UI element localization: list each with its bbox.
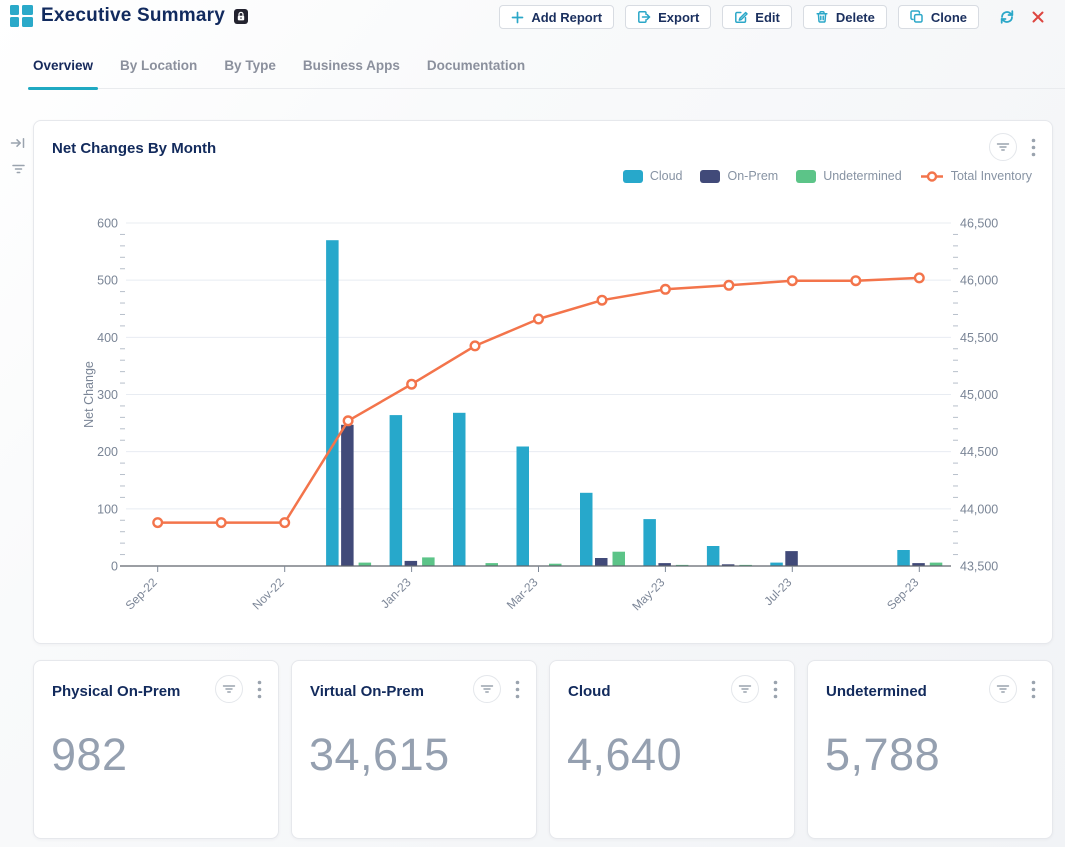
kpi-value: 5,788 (825, 729, 941, 780)
close-button[interactable] (1029, 8, 1047, 26)
kpi-card-physical-on-prem: Physical On-Prem 982 (33, 660, 279, 839)
kpi-menu-button[interactable] (513, 678, 522, 701)
svg-text:44,500: 44,500 (960, 445, 998, 459)
kpi-menu-button[interactable] (1029, 678, 1038, 701)
kpi-title: Cloud (568, 683, 611, 700)
tab-bar: Overview By Location By Type Business Ap… (27, 52, 1065, 90)
plus-icon (511, 11, 524, 23)
net-changes-chart[interactable]: 0 100 200 300 400 500 600 43,500 44,000 44,500 45,… (34, 191, 1052, 643)
kpi-menu-button[interactable] (255, 678, 264, 701)
refresh-icon (1000, 10, 1014, 24)
legend-item-on-prem[interactable]: On-Prem (700, 169, 778, 183)
cloud-swatch (622, 169, 643, 183)
svg-text:44,000: 44,000 (960, 502, 998, 516)
svg-text:400: 400 (97, 331, 118, 345)
legend-item-undetermined[interactable]: Undetermined (796, 169, 902, 183)
kpi-title: Virtual On-Prem (310, 683, 424, 700)
edit-button[interactable]: Edit (722, 5, 792, 29)
kpi-menu-button[interactable] (771, 678, 780, 701)
on-prem-swatch (700, 169, 721, 183)
svg-text:200: 200 (97, 445, 118, 459)
chart-filter-button[interactable] (989, 133, 1017, 161)
collapse-panel-icon[interactable] (10, 136, 26, 150)
legend-item-total-inventory[interactable]: Total Inventory (920, 169, 1032, 183)
svg-text:Sep-22: Sep-22 (123, 575, 160, 612)
svg-text:Nov-22: Nov-22 (250, 575, 287, 612)
tab-overview[interactable]: Overview (27, 52, 99, 90)
kpi-card-cloud: Cloud 4,640 (549, 660, 795, 839)
export-button[interactable]: Export (625, 5, 712, 29)
svg-text:46,500: 46,500 (960, 217, 998, 231)
svg-text:300: 300 (97, 388, 118, 402)
dashboard-grid-icon (10, 5, 33, 27)
edit-icon (735, 11, 749, 23)
tab-by-location[interactable]: By Location (120, 58, 198, 73)
kpi-filter-button[interactable] (731, 675, 759, 703)
svg-text:500: 500 (97, 274, 118, 288)
kpi-title: Undetermined (826, 683, 927, 700)
close-icon (1032, 11, 1044, 23)
kpi-filter-button[interactable] (215, 675, 243, 703)
export-icon (638, 11, 651, 23)
kebab-menu-icon (1031, 138, 1036, 156)
chart-title: Net Changes By Month (52, 140, 217, 157)
total-inventory-marker (920, 170, 944, 183)
delete-button[interactable]: Delete (802, 5, 887, 29)
clone-button[interactable]: Clone (897, 5, 979, 29)
app-header: Executive Summary Add Report Export Edit… (0, 0, 1065, 40)
svg-text:Jan-23: Jan-23 (378, 575, 414, 611)
kpi-value: 982 (51, 729, 128, 780)
clone-icon (910, 10, 923, 23)
trash-icon (816, 11, 828, 23)
svg-text:45,000: 45,000 (960, 388, 998, 402)
tab-by-type[interactable]: By Type (224, 58, 276, 73)
filter-lines-icon (996, 143, 1010, 151)
left-rail (7, 136, 29, 175)
chart-legend: Cloud On-Prem Undetermined Total Invento… (622, 169, 1032, 183)
undetermined-swatch (796, 169, 817, 183)
add-report-button[interactable]: Add Report (499, 5, 615, 29)
svg-text:Net Change: Net Change (82, 361, 96, 428)
chart-card: Net Changes By Month Cloud On-Prem Undet… (33, 120, 1053, 644)
kpi-filter-button[interactable] (473, 675, 501, 703)
svg-text:43,500: 43,500 (960, 560, 998, 574)
legend-item-cloud[interactable]: Cloud (622, 169, 682, 183)
kpi-title: Physical On-Prem (52, 683, 181, 700)
filter-rail-icon[interactable] (11, 163, 26, 175)
kpi-value: 4,640 (567, 729, 683, 780)
svg-text:0: 0 (111, 560, 118, 574)
svg-text:45,500: 45,500 (960, 331, 998, 345)
kpi-value: 34,615 (309, 729, 450, 780)
chart-menu-button[interactable] (1029, 136, 1038, 159)
svg-text:100: 100 (97, 502, 118, 516)
kpi-card-undetermined: Undetermined 5,788 (807, 660, 1053, 839)
lock-icon (234, 8, 248, 24)
page-title: Executive Summary (41, 5, 225, 26)
svg-text:Sep-23: Sep-23 (884, 575, 921, 612)
svg-text:May-23: May-23 (629, 575, 667, 613)
tab-documentation[interactable]: Documentation (426, 58, 526, 73)
kpi-filter-button[interactable] (989, 675, 1017, 703)
refresh-button[interactable] (996, 6, 1018, 28)
svg-text:46,000: 46,000 (960, 274, 998, 288)
kpi-card-virtual-on-prem: Virtual On-Prem 34,615 (291, 660, 537, 839)
svg-text:Jul-23: Jul-23 (761, 575, 794, 608)
svg-text:600: 600 (97, 217, 118, 231)
tab-business-apps[interactable]: Business Apps (302, 58, 400, 73)
svg-text:Mar-23: Mar-23 (504, 575, 541, 612)
